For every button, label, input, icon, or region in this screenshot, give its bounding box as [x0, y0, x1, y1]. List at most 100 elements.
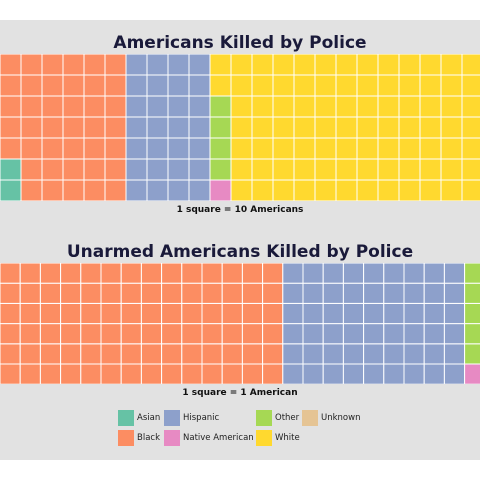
waffle-2-cell-hispanic: [342, 343, 365, 365]
waffle-2-cell-black: [161, 282, 183, 304]
waffle-1-cell-black: [20, 95, 43, 118]
waffle-1-cell-white: [230, 137, 253, 160]
waffle-2-cell-black: [120, 263, 142, 284]
waffle-1-cell-black: [0, 116, 22, 139]
waffle-1-cell-white: [272, 116, 295, 139]
waffle-2-cell-hispanic: [322, 302, 344, 325]
waffle-2-cell-hispanic: [383, 282, 405, 304]
waffle-2-cell-black: [181, 263, 203, 284]
waffle-2-cell-black: [60, 343, 82, 365]
legend-label-white: White: [275, 433, 300, 443]
waffle-1-cell-white: [398, 158, 421, 181]
waffle-2-cell-black: [201, 302, 223, 325]
waffle-2-cell-black: [120, 363, 142, 384]
waffle-2-cell-black: [161, 263, 183, 284]
waffle-2-cell-hispanic: [403, 343, 425, 365]
legend-label-black: Black: [137, 433, 160, 443]
waffle-1-cell-white: [356, 116, 379, 139]
waffle-1-cell-hispanic: [188, 158, 211, 181]
waffle-2-cell-black: [221, 302, 243, 325]
waffle-2-cell-black: [262, 263, 284, 284]
waffle-1-cell-white: [314, 95, 337, 118]
legend-label-hispanic: Hispanic: [183, 413, 220, 423]
waffle-1-cell-hispanic: [188, 95, 211, 118]
waffle-2-cell-black: [19, 282, 41, 304]
waffle-1-cell-black: [20, 158, 43, 181]
waffle-1-cell-hispanic: [125, 179, 148, 201]
waffle-1-cell-black: [0, 137, 22, 160]
waffle-2-cell-other: [464, 302, 480, 325]
waffle-2-cell-hispanic: [423, 323, 445, 345]
waffle-2-cell-hispanic: [282, 302, 304, 325]
waffle-1-cell-white: [440, 137, 463, 160]
legend-swatch-asian: [118, 410, 134, 426]
waffle-1-cell-hispanic: [188, 137, 211, 160]
waffle-1-cell-black: [20, 179, 43, 201]
waffle-1-cell-black: [83, 74, 106, 97]
waffle-1-cell-hispanic: [125, 116, 148, 139]
waffle-1-cell-white: [356, 95, 379, 118]
waffle-1-cell-white: [440, 74, 463, 97]
waffle-2-cell-black: [262, 323, 284, 345]
waffle-1-cell-hispanic: [167, 95, 190, 118]
waffle-chart-1: [0, 54, 480, 201]
waffle-1-cell-white: [230, 95, 253, 118]
waffle-1-cell-other: [209, 116, 232, 139]
waffle-2-cell-black: [80, 263, 102, 284]
waffle-1-cell-white: [314, 158, 337, 181]
waffle-1-cell-black: [104, 74, 127, 97]
chart-title-2: Unarmed Americans Killed by Police: [66, 242, 414, 262]
waffle-2-cell-black: [0, 363, 21, 384]
legend-swatch-black: [118, 430, 134, 446]
waffle-1-cell-other: [209, 137, 232, 160]
waffle-1-cell-white: [440, 179, 463, 201]
waffle-2-cell-hispanic: [302, 263, 324, 284]
waffle-1-cell-other: [209, 158, 232, 181]
waffle-1-cell-hispanic: [146, 137, 169, 160]
legend-swatch-white: [256, 430, 272, 446]
waffle-1-cell-hispanic: [125, 54, 148, 76]
waffle-2-cell-hispanic: [383, 302, 405, 325]
waffle-2-cell-hispanic: [383, 363, 405, 384]
waffle-2-cell-black: [80, 323, 102, 345]
waffle-2-cell-black: [262, 302, 284, 325]
waffle-2-cell-other: [464, 282, 480, 304]
waffle-2-cell-black: [161, 363, 183, 384]
waffle-2-cell-black: [140, 263, 163, 284]
waffle-1-cell-hispanic: [188, 116, 211, 139]
waffle-1-cell-white: [356, 54, 379, 76]
waffle-1-cell-hispanic: [125, 95, 148, 118]
waffle-2-cell-black: [80, 282, 102, 304]
waffle-2-cell-black: [181, 323, 203, 345]
waffle-1-cell-white: [272, 158, 295, 181]
waffle-2-cell-black: [161, 343, 183, 365]
waffle-2-cell-hispanic: [423, 263, 445, 284]
waffle-2-cell-black: [39, 282, 62, 304]
waffle-2-cell-black: [201, 282, 223, 304]
waffle-2-cell-black: [221, 363, 243, 384]
legend-label-native-american: Native American: [183, 433, 254, 443]
waffle-1-cell-white: [398, 179, 421, 201]
waffle-2-cell-black: [140, 363, 163, 384]
waffle-2-cell-hispanic: [322, 282, 344, 304]
waffle-2-cell-black: [181, 343, 203, 365]
waffle-1-cell-white: [230, 116, 253, 139]
waffle-2-cell-hispanic: [282, 363, 304, 384]
waffle-2-cell-black: [140, 343, 163, 365]
waffle-1-cell-black: [83, 179, 106, 201]
waffle-1-cell-white: [335, 158, 358, 181]
waffle-1-cell-white: [293, 116, 316, 139]
waffle-1-cell-white: [440, 54, 463, 76]
waffle-1-cell-white: [461, 137, 480, 160]
waffle-2-cell-hispanic: [282, 323, 304, 345]
waffle-2-cell-black: [262, 343, 284, 365]
waffle-1-cell-black: [62, 179, 85, 201]
waffle-1-cell-white: [461, 54, 480, 76]
waffle-chart-2: [0, 263, 480, 384]
waffle-2-cell-black: [241, 363, 264, 384]
waffle-2-cell-black: [100, 282, 122, 304]
waffle-2-cell-hispanic: [302, 363, 324, 384]
waffle-2-cell-hispanic: [443, 263, 466, 284]
waffle-2-cell-black: [120, 302, 142, 325]
waffle-2-cell-hispanic: [443, 343, 466, 365]
